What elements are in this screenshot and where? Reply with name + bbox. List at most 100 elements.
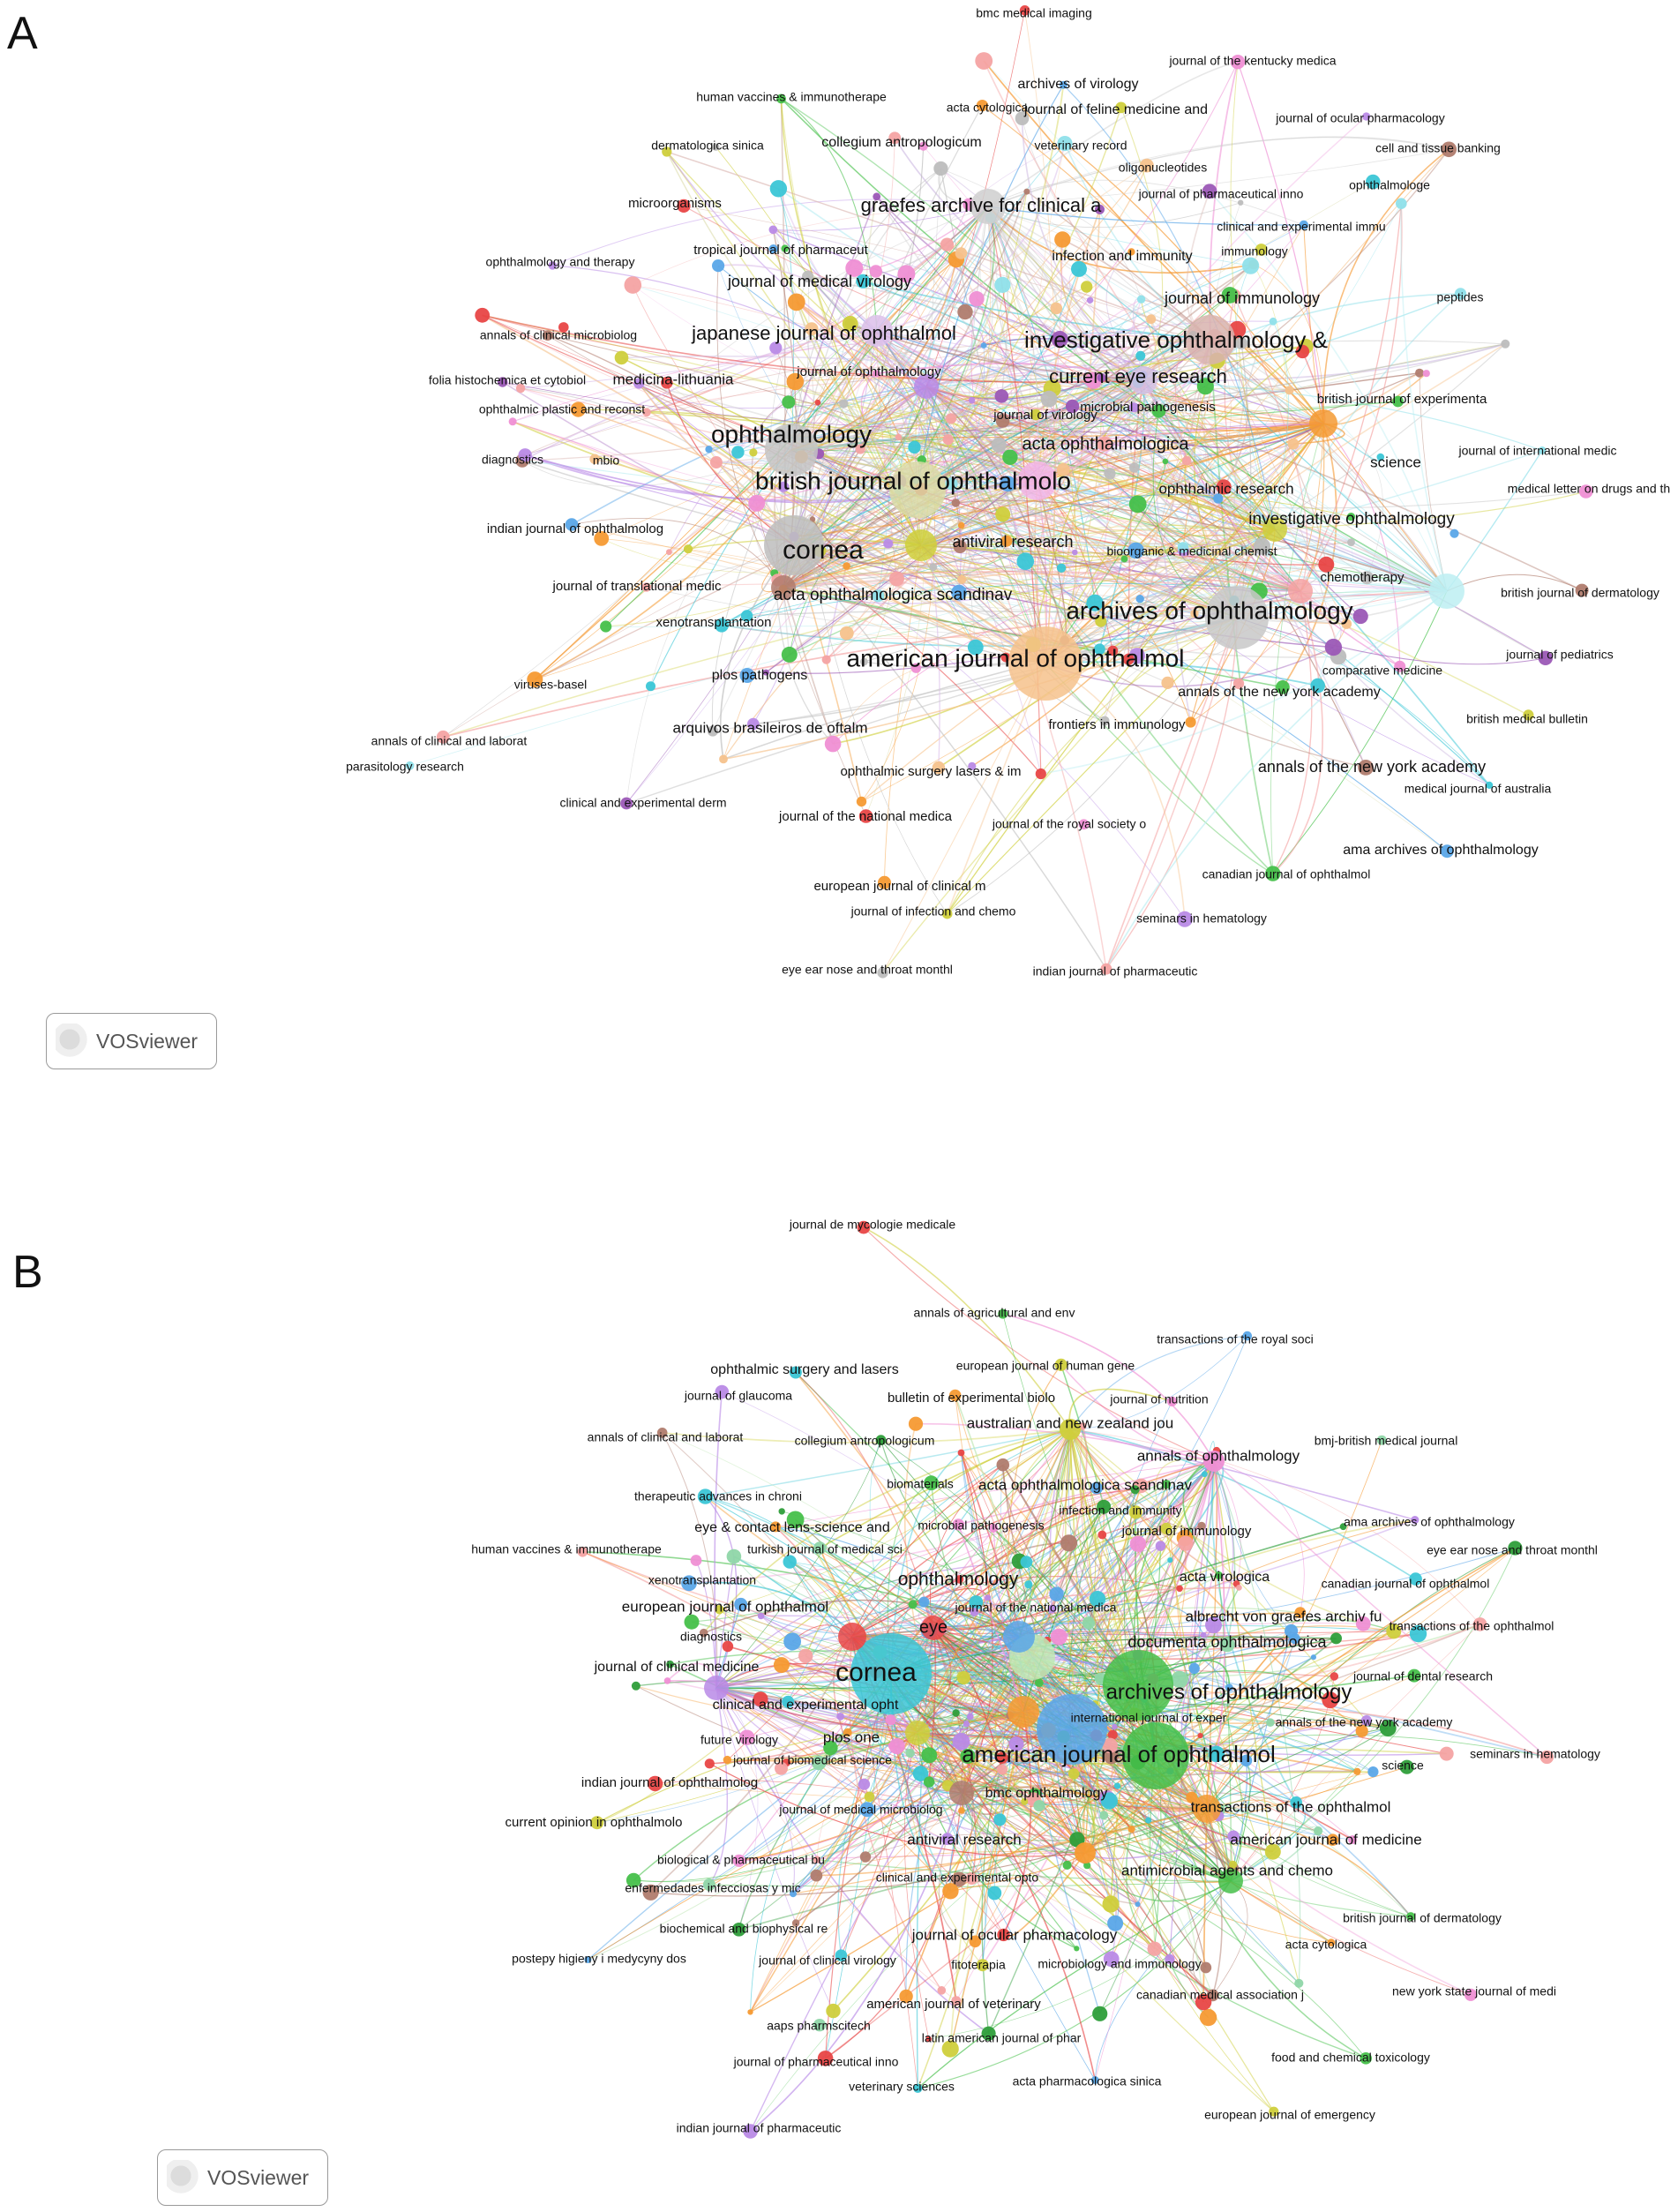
link-edge [920, 494, 1352, 546]
node-label-investigative-ophthalmology: investigative ophthalmology & [1024, 326, 1328, 353]
node-label-canadian-journal-of-ophthalmol: canadian journal of ophthalmol [1202, 867, 1371, 881]
link-edge [898, 437, 1301, 592]
link-edge [925, 386, 1195, 614]
journal-node [910, 663, 922, 673]
link-edge [749, 1428, 1071, 2013]
journal-node [918, 141, 928, 151]
journal-node [1094, 643, 1105, 656]
journal-node [951, 584, 967, 601]
journal-node [1081, 281, 1093, 293]
journal-node [1200, 1631, 1207, 1638]
journal-node [1100, 1792, 1118, 1810]
link-edge [1272, 590, 1313, 874]
journal-node [941, 908, 953, 919]
journal-node [1439, 1746, 1454, 1761]
link-edge [966, 1723, 1208, 1810]
link-edge [738, 451, 1448, 592]
link-edge [1155, 1755, 1367, 2059]
link-edge [783, 587, 867, 817]
link-edge [819, 386, 927, 551]
node-label-annals-of-the-new-york-academy: annals of the new york academy [1178, 685, 1380, 700]
journal-node [1190, 609, 1199, 619]
journal-node [1102, 1895, 1120, 1913]
link-edge [949, 1711, 1024, 2050]
journal-node [707, 725, 719, 737]
link-edge [925, 329, 985, 387]
journal-node [1429, 574, 1465, 609]
node-label-british-medical-bulletin: british medical bulletin [1466, 712, 1588, 726]
link-edge [962, 423, 1324, 581]
node-label-british-journal-of-experimenta: british journal of experimenta [1317, 392, 1487, 407]
link-edge [669, 551, 1238, 619]
node-label-journal-of-feline-medicine-and: journal of feline medicine and [1023, 102, 1208, 117]
link-edge [960, 529, 1276, 558]
journal-node [1203, 1451, 1225, 1472]
journal-node [719, 754, 728, 764]
link-edge [876, 330, 1448, 592]
node-label-investigative-ophthalmology: investigative ophthalmology [1248, 510, 1455, 529]
link-edge [750, 1792, 963, 2133]
journal-node [1147, 1941, 1162, 1956]
link-edge [709, 1636, 1020, 1765]
journal-node [957, 574, 967, 585]
journal-node [656, 1428, 668, 1438]
journal-node [1129, 1535, 1147, 1552]
node-label-clinical-and-experimental-opht: clinical and experimental opht [713, 1698, 899, 1713]
journal-node [1232, 678, 1245, 689]
journal-node [1285, 386, 1294, 395]
link-edge [819, 1428, 1071, 1549]
journal-node [570, 401, 587, 417]
link-edge [1230, 1623, 1480, 1882]
journal-node [1376, 1435, 1387, 1445]
link-edge [987, 206, 1254, 274]
journal-node [839, 626, 854, 641]
journal-node [1193, 1795, 1221, 1823]
journal-node [1295, 344, 1310, 359]
link-edge [1037, 319, 1152, 482]
link-edge [1213, 1460, 1301, 1983]
journal-node [1186, 315, 1235, 364]
journal-node [771, 575, 796, 600]
link-edge [1213, 1460, 1547, 1758]
link-edge [1400, 203, 1448, 592]
journal-node [498, 377, 508, 387]
journal-node [1394, 660, 1406, 672]
link-edge [1272, 590, 1323, 874]
link-edge [1071, 1703, 1389, 1730]
link-edge [795, 1372, 1139, 1686]
link-edge [787, 1428, 1071, 1703]
link-edge [795, 302, 918, 491]
journal-node [743, 2124, 758, 2139]
journal-node [1083, 1862, 1091, 1870]
link-edge [1274, 491, 1586, 530]
journal-node [749, 448, 758, 457]
journal-node [1102, 1737, 1118, 1753]
link-edge [1272, 590, 1448, 874]
link-edge [812, 519, 922, 565]
link-edge [1236, 617, 1490, 786]
journal-node [855, 444, 865, 454]
link-edge [816, 1808, 1208, 1877]
journal-node [908, 440, 921, 454]
journal-node [709, 456, 723, 469]
journal-node [1130, 1485, 1140, 1495]
journal-node [1230, 54, 1246, 70]
link-edge [890, 1636, 1337, 1675]
link-edge [716, 266, 784, 589]
node-label-plos-one: plos one [823, 1728, 880, 1745]
journal-node [732, 1854, 745, 1867]
link-edge [781, 98, 878, 332]
link-edge [1045, 224, 1305, 664]
link-edge [721, 590, 1301, 640]
link-edge [1071, 1728, 1120, 1923]
link-edge [846, 379, 1144, 634]
node-label-clinical-and-experimental-opto: clinical and experimental opto [876, 1871, 1039, 1885]
journal-node [527, 671, 543, 688]
journal-node [1264, 1843, 1281, 1860]
link-edge [920, 342, 1242, 546]
journal-node [933, 161, 948, 176]
link-edge [1084, 1728, 1389, 1854]
journal-node [952, 1518, 965, 1531]
link-edge [1037, 116, 1367, 482]
link-edge [963, 1428, 1072, 1679]
